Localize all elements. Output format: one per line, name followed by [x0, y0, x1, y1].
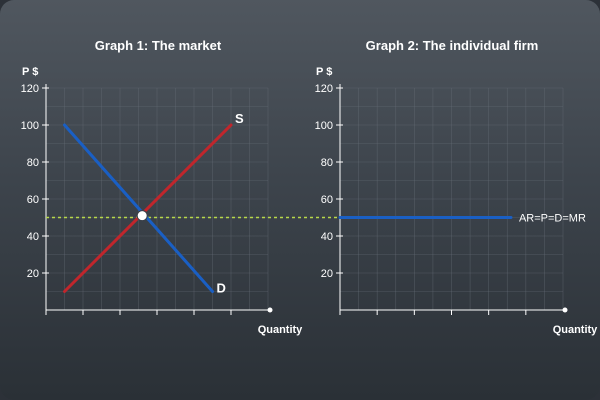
graph2-y-tick-label: 80 — [321, 157, 333, 169]
graph2-y-tick-label: 20 — [321, 268, 333, 280]
graph1-y-tick-label: 40 — [27, 231, 39, 243]
graph1-y-tick-label: 80 — [27, 157, 39, 169]
graph1-y-tick-label: 100 — [21, 120, 39, 132]
graph1-series-s-line — [63, 123, 233, 293]
graph1-y-axis-label: P $ — [22, 66, 38, 78]
graph1-title: Graph 1: The market — [95, 38, 222, 53]
firm-demand-line-label: AR=P=D=MR — [519, 213, 586, 225]
graph2-y-tick-label: 120 — [315, 83, 333, 95]
graph1-x-axis-end-dot — [267, 307, 273, 313]
graph1-y-tick-label: 120 — [21, 83, 39, 95]
graph2-y-tick-label: 40 — [321, 231, 333, 243]
graph2-title: Graph 2: The individual firm — [366, 38, 539, 53]
graph1-y-tick-label: 20 — [27, 268, 39, 280]
graph1-y-tick-label: 60 — [27, 194, 39, 206]
supply-curve-label: S — [235, 111, 244, 126]
graph2-x-axis-label: Quantity — [553, 324, 598, 336]
graph2-y-tick-label: 60 — [321, 194, 333, 206]
graph2-y-tick-label: 100 — [315, 120, 333, 132]
equilibrium-point — [136, 210, 148, 222]
demand-curve-label: D — [217, 281, 226, 296]
graph1-x-axis-label: Quantity — [258, 324, 303, 336]
graph1-series-d-line — [63, 123, 214, 293]
graph2-y-axis-label: P $ — [316, 66, 332, 78]
graph2-x-axis-end-dot — [562, 307, 568, 313]
